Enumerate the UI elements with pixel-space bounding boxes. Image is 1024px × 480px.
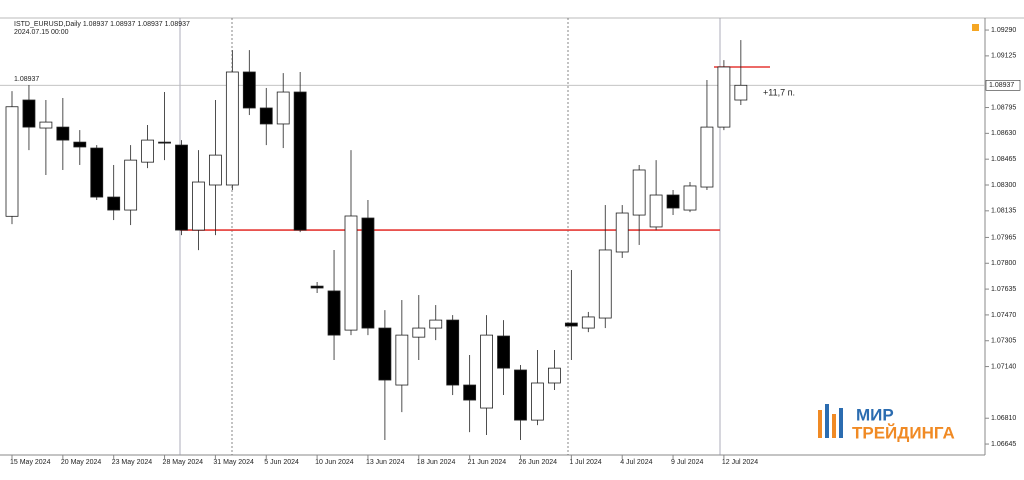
y-tick-label: 1.07470 [991, 312, 1016, 319]
y-tick-label: 1.07140 [991, 363, 1016, 370]
y-tick-label: 1.07965 [991, 234, 1016, 241]
profit-label: +11,7 п. [763, 88, 795, 98]
candle-body [531, 382, 544, 421]
logo: МИР ТРЕЙДИНГА [818, 404, 955, 442]
candle-body [293, 91, 307, 231]
candle-body [39, 121, 53, 129]
candle-body [5, 106, 19, 217]
candle-body [56, 126, 70, 141]
candle-body [581, 316, 595, 329]
candle-body [412, 327, 426, 338]
candle-body [158, 141, 171, 144]
y-tick-label: 1.08630 [991, 130, 1016, 137]
x-tick-label: 5 Jun 2024 [264, 459, 299, 466]
candle-body [395, 334, 409, 386]
candle-body [124, 159, 138, 211]
candle-body [564, 322, 578, 327]
candle-body [429, 319, 443, 329]
x-tick-label: 18 Jun 2024 [417, 459, 456, 466]
y-tick-label: 1.08465 [991, 156, 1016, 163]
x-tick-label: 26 Jun 2024 [519, 459, 558, 466]
candle-body [327, 290, 341, 336]
candle-body [649, 194, 663, 228]
candle-body [463, 384, 477, 401]
x-tick-label: 12 Jul 2024 [722, 459, 758, 466]
x-tick-label: 10 Jun 2024 [315, 459, 354, 466]
candle-body [90, 147, 104, 198]
candle-body [666, 194, 680, 209]
logo-text: ТРЕЙДИНГА [852, 423, 955, 442]
y-tick-label: 1.08135 [991, 208, 1016, 215]
candle-body [361, 217, 375, 329]
candle-body [141, 139, 155, 163]
y-tick-label: 1.09290 [991, 27, 1016, 34]
x-tick-label: 23 May 2024 [112, 459, 153, 466]
current-price-left: 1.08937 [14, 76, 39, 83]
candle-body [615, 212, 629, 253]
candle-body [344, 215, 358, 331]
y-tick-label: 1.07800 [991, 260, 1016, 267]
chart-header: ISTD_EURUSD,Daily 1.08937 1.08937 1.0893… [14, 21, 190, 28]
candle-body [480, 334, 494, 409]
candle-body [446, 319, 460, 386]
candle-body [514, 369, 527, 421]
y-tick-label: 1.06810 [991, 415, 1016, 422]
candle-body [192, 181, 205, 231]
candle-body [276, 91, 290, 125]
x-tick-label: 20 May 2024 [61, 459, 102, 466]
y-tick-label: 1.09125 [991, 53, 1016, 60]
candle-body [717, 66, 731, 128]
x-tick-label: 4 Jul 2024 [620, 459, 652, 466]
logo-bar [839, 408, 843, 438]
candle-body [73, 141, 87, 148]
x-tick-label: 9 Jul 2024 [671, 459, 703, 466]
candle-body [683, 185, 697, 211]
logo-bar [818, 410, 822, 438]
candle-body [208, 154, 222, 186]
logo-text: МИР [856, 405, 894, 424]
y-tick-label: 1.08300 [991, 182, 1016, 189]
x-tick-label: 15 May 2024 [10, 459, 51, 466]
candle-body [259, 107, 273, 125]
candle-body [378, 327, 392, 381]
x-tick-label: 13 Jun 2024 [366, 459, 405, 466]
candle-body [632, 169, 646, 216]
candle-body [734, 84, 748, 101]
x-tick-label: 21 Jun 2024 [468, 459, 507, 466]
candle-body [700, 126, 714, 188]
price-box [985, 80, 1021, 91]
chart-time: 2024.07.15 00:00 [14, 29, 69, 36]
x-tick-label: 31 May 2024 [213, 459, 254, 466]
candle-body [22, 99, 36, 128]
candle-body [497, 335, 510, 369]
candle-body [310, 285, 324, 289]
logo-bar [825, 404, 829, 438]
expert-icon [972, 24, 979, 31]
price-box-label: 1.08937 [989, 82, 1014, 89]
y-tick-label: 1.06645 [991, 441, 1016, 448]
y-tick-label: 1.07635 [991, 286, 1016, 293]
candle-body [175, 144, 188, 231]
candle-body [598, 249, 612, 319]
y-tick-label: 1.07305 [991, 338, 1016, 345]
x-tick-label: 1 Jul 2024 [569, 459, 601, 466]
candle-body [548, 367, 561, 384]
x-tick-label: 28 May 2024 [163, 459, 204, 466]
candle-body [242, 71, 256, 109]
candle-body [107, 196, 121, 211]
y-tick-label: 1.08795 [991, 104, 1016, 111]
candle-body [225, 71, 239, 186]
logo-bar [832, 414, 836, 438]
